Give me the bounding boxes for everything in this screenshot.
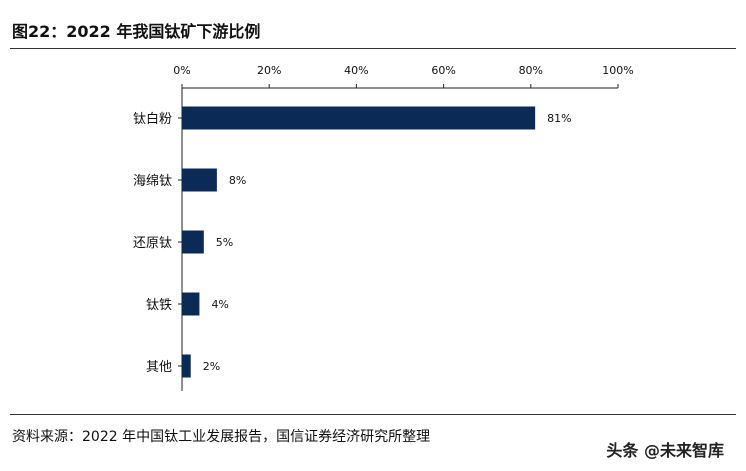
x-axis: 0% 20% 40% 60% 80% 100% bbox=[173, 64, 634, 391]
bar bbox=[182, 168, 217, 192]
x-tick-label: 100% bbox=[602, 64, 633, 77]
bar bbox=[182, 292, 200, 316]
x-tick-label: 40% bbox=[344, 64, 368, 77]
data-label: 8% bbox=[229, 174, 246, 187]
data-label: 2% bbox=[203, 360, 220, 373]
category-label: 海绵钛 bbox=[133, 174, 172, 189]
source-divider bbox=[10, 414, 736, 415]
bar bbox=[182, 230, 204, 254]
data-label: 5% bbox=[216, 236, 233, 249]
chart-title: 图22：2022 年我国钛矿下游比例 bbox=[12, 22, 261, 41]
bars: 钛白粉 81% 海绵钛 8% 还原钛 5% 钛铁 4% 其他 2% bbox=[133, 106, 572, 378]
category-label: 钛白粉 bbox=[133, 111, 172, 127]
bar bbox=[182, 106, 536, 130]
data-label: 4% bbox=[211, 298, 228, 311]
title-divider bbox=[10, 48, 736, 49]
x-tick-label: 60% bbox=[431, 64, 455, 77]
x-tick-label: 80% bbox=[519, 64, 543, 77]
category-label: 钛铁 bbox=[146, 298, 172, 313]
bar bbox=[182, 354, 191, 378]
x-tick-label: 0% bbox=[173, 64, 190, 77]
data-label: 81% bbox=[547, 112, 571, 125]
source-note: 资料来源：2022 年中国钛工业发展报告，国信证券经济研究所整理 bbox=[12, 429, 431, 445]
category-label: 还原钛 bbox=[133, 236, 172, 251]
category-label: 其他 bbox=[146, 360, 172, 375]
x-tick-label: 20% bbox=[257, 64, 281, 77]
watermark: 头条 @未来智库 bbox=[606, 441, 724, 460]
